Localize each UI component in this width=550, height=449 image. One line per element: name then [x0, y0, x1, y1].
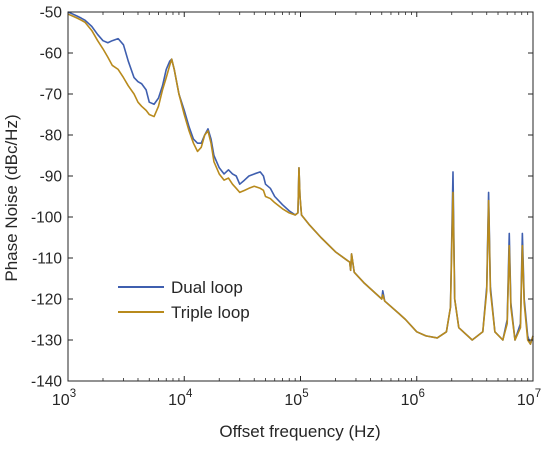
y-tick-label: -140: [31, 374, 62, 391]
y-axis-title: Phase Noise (dBc/Hz): [2, 114, 21, 281]
x-tick-label-base: 10: [284, 392, 302, 409]
y-tick-label: -130: [31, 333, 62, 350]
y-tick-label: -60: [40, 46, 63, 63]
y-tick-label: -70: [40, 87, 63, 104]
y-tick-label: -100: [31, 210, 62, 227]
x-tick-label-exponent: 5: [302, 388, 308, 400]
y-tick-label: -110: [32, 251, 62, 268]
x-tick-label: 106: [401, 388, 425, 409]
legend: Dual loop Triple loop: [118, 278, 250, 322]
x-tick-label: 104: [168, 388, 193, 409]
tick-marks: [67, 11, 534, 382]
x-tick-label-exponent: 6: [418, 388, 424, 400]
x-tick-label: 103: [52, 388, 76, 409]
x-tick-label-exponent: 7: [535, 388, 541, 400]
x-tick-label-base: 10: [168, 392, 186, 409]
y-tick-label: -80: [40, 128, 63, 145]
y-tick-label: -50: [40, 5, 63, 22]
x-tick-label-base: 10: [401, 392, 419, 409]
x-tick-label: 107: [517, 388, 541, 409]
x-tick-label-base: 10: [517, 392, 535, 409]
y-tick-label: -120: [31, 292, 62, 309]
x-tick-label-exponent: 3: [70, 388, 76, 400]
legend-label-triple-loop: Triple loop: [171, 303, 250, 322]
x-axis-title: Offset frequency (Hz): [219, 422, 380, 441]
x-tick-label: 105: [284, 388, 308, 409]
x-tick-label-exponent: 4: [186, 388, 193, 400]
x-tick-label-base: 10: [52, 392, 70, 409]
series-lines: [67, 11, 534, 345]
x-tick-labels: 103 104 105 106 107: [52, 388, 541, 409]
series-line-triple-loop: [67, 13, 534, 345]
legend-label-dual-loop: Dual loop: [171, 278, 243, 297]
y-tick-labels: -50 -60 -70 -80 -90 -100 -110 -120 -130 -140: [31, 5, 62, 391]
y-tick-label: -90: [40, 169, 63, 186]
